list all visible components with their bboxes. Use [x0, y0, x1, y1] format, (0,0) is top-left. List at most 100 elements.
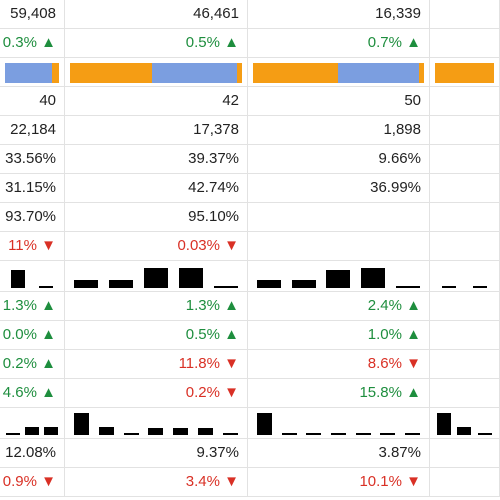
cell-text: 1.3% ▲ — [185, 297, 239, 314]
cell[interactable] — [65, 408, 248, 439]
cell[interactable] — [430, 292, 500, 321]
cell-text: 33.56% — [5, 150, 56, 167]
cell[interactable]: 8.6% ▼ — [248, 350, 430, 379]
bar-segment — [237, 63, 242, 83]
cell[interactable]: 0.2% ▲ — [0, 350, 65, 379]
cell[interactable]: 0.0% ▲ — [0, 321, 65, 350]
cell[interactable]: 42 — [65, 87, 248, 116]
cell[interactable] — [65, 261, 248, 292]
cell[interactable]: 17,378 — [65, 116, 248, 145]
bar-segment — [70, 63, 152, 83]
cell[interactable]: 1.3% ▲ — [0, 292, 65, 321]
cell[interactable] — [430, 203, 500, 232]
cell[interactable] — [430, 29, 500, 58]
cell-text: 50 — [404, 92, 421, 109]
cell[interactable]: 0.9% ▼ — [0, 468, 65, 497]
spark-bar — [256, 413, 272, 435]
cell-text: 8.6% ▼ — [367, 355, 421, 372]
cell[interactable]: 0.5% ▲ — [65, 29, 248, 58]
cell[interactable]: 40 — [0, 87, 65, 116]
cell[interactable]: 42.74% — [65, 174, 248, 203]
cell[interactable]: 3.4% ▼ — [65, 468, 248, 497]
spark-bar — [213, 286, 238, 288]
cell[interactable]: 0.2% ▼ — [65, 379, 248, 408]
cell[interactable] — [430, 321, 500, 350]
cell[interactable] — [430, 232, 500, 261]
cell[interactable] — [248, 58, 430, 87]
cell[interactable]: 11.8% ▼ — [65, 350, 248, 379]
spark-bar — [98, 427, 114, 435]
cell[interactable]: 93.70% — [0, 203, 65, 232]
cell[interactable] — [430, 174, 500, 203]
cell[interactable] — [248, 261, 430, 292]
cell[interactable] — [430, 0, 500, 29]
cell[interactable]: 50 — [248, 87, 430, 116]
cell[interactable] — [0, 58, 65, 87]
cell[interactable]: 4.6% ▲ — [0, 379, 65, 408]
cell[interactable] — [430, 439, 500, 468]
cell[interactable]: 10.1% ▼ — [248, 468, 430, 497]
spark-bar — [173, 428, 189, 435]
cell[interactable] — [430, 261, 500, 292]
cell[interactable]: 11% ▼ — [0, 232, 65, 261]
cell[interactable] — [0, 261, 65, 292]
cell[interactable] — [430, 408, 500, 439]
cell[interactable]: 0.5% ▲ — [65, 321, 248, 350]
cell-text: 46,461 — [193, 5, 239, 22]
cell[interactable]: 59,408 — [0, 0, 65, 29]
cell[interactable]: 0.3% ▲ — [0, 29, 65, 58]
cell[interactable]: 46,461 — [65, 0, 248, 29]
cell[interactable]: 12.08% — [0, 439, 65, 468]
cell[interactable]: 36.99% — [248, 174, 430, 203]
spark-bar — [442, 286, 457, 288]
cell[interactable] — [430, 116, 500, 145]
cell[interactable] — [430, 87, 500, 116]
cell[interactable]: 0.7% ▲ — [248, 29, 430, 58]
cell[interactable]: 33.56% — [0, 145, 65, 174]
cell-text: 40 — [39, 92, 56, 109]
cell[interactable] — [0, 408, 65, 439]
cell[interactable] — [430, 350, 500, 379]
cell-text: 0.7% ▲ — [367, 34, 421, 51]
cell[interactable]: 1.3% ▲ — [65, 292, 248, 321]
cell[interactable]: 1,898 — [248, 116, 430, 145]
spark-bar — [178, 268, 203, 288]
cell[interactable]: 2.4% ▲ — [248, 292, 430, 321]
cell[interactable]: 3.87% — [248, 439, 430, 468]
cell-text: 15.8% ▲ — [359, 384, 421, 401]
cell[interactable]: 22,184 — [0, 116, 65, 145]
spark-bar — [330, 433, 346, 435]
spark-bar — [355, 433, 371, 435]
stacked-bar — [70, 63, 242, 83]
cell[interactable] — [248, 408, 430, 439]
cell[interactable] — [248, 232, 430, 261]
cell[interactable] — [65, 58, 248, 87]
cell[interactable] — [430, 58, 500, 87]
cell-text: 12.08% — [5, 444, 56, 461]
cell[interactable] — [248, 203, 430, 232]
cell[interactable]: 9.37% — [65, 439, 248, 468]
spark-bar — [472, 286, 487, 288]
cell-text: 0.2% ▲ — [2, 355, 56, 372]
spark-bar — [148, 428, 164, 435]
cell[interactable] — [430, 468, 500, 497]
spark-bar — [326, 270, 351, 288]
cell[interactable]: 1.0% ▲ — [248, 321, 430, 350]
cell-text: 95.10% — [188, 208, 239, 225]
spark-bar — [222, 433, 238, 435]
cell[interactable]: 15.8% ▲ — [248, 379, 430, 408]
cell[interactable]: 0.03% ▼ — [65, 232, 248, 261]
cell[interactable]: 31.15% — [0, 174, 65, 203]
cell[interactable]: 9.66% — [248, 145, 430, 174]
cell-text: 3.87% — [378, 444, 421, 461]
cell[interactable] — [430, 379, 500, 408]
cell[interactable]: 95.10% — [65, 203, 248, 232]
cell[interactable] — [430, 145, 500, 174]
cell[interactable]: 16,339 — [248, 0, 430, 29]
spark-bar — [395, 286, 420, 288]
spark-bar — [11, 270, 25, 288]
cell[interactable]: 39.37% — [65, 145, 248, 174]
cell-text: 59,408 — [10, 5, 56, 22]
spark-bar — [306, 433, 322, 435]
